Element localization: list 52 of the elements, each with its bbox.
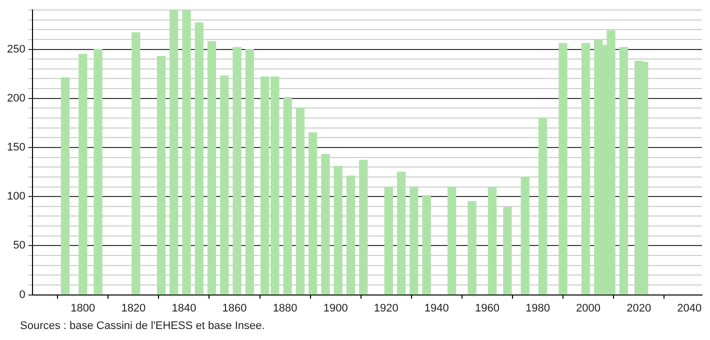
bar bbox=[232, 46, 242, 295]
bar bbox=[220, 75, 229, 295]
bar bbox=[207, 41, 216, 295]
x-tick-label: 1920 bbox=[374, 302, 398, 314]
x-tick-label: 2040 bbox=[677, 302, 702, 314]
bar bbox=[520, 176, 530, 295]
bar bbox=[558, 43, 568, 295]
x-tick-label: 2000 bbox=[576, 302, 601, 314]
bar bbox=[194, 22, 204, 295]
source-note: Sources : base Cassini de l'EHESS et base Insee. bbox=[20, 320, 265, 332]
x-tick-label: 1940 bbox=[424, 302, 449, 314]
bar bbox=[308, 132, 318, 295]
x-tick-label: 1820 bbox=[121, 302, 146, 314]
bar bbox=[538, 118, 548, 295]
bar bbox=[396, 172, 406, 295]
bar bbox=[296, 108, 305, 295]
bar bbox=[78, 54, 88, 295]
x-tick-label: 1900 bbox=[323, 302, 348, 314]
bar bbox=[581, 43, 590, 295]
bar bbox=[448, 186, 456, 295]
bar bbox=[488, 187, 497, 295]
x-tick-label: 1960 bbox=[474, 302, 500, 314]
x-tick-label: 2020 bbox=[626, 302, 652, 314]
y-tick-label: 0 bbox=[19, 288, 26, 301]
y-tick-label: 100 bbox=[6, 190, 26, 203]
x-tick-label: 1800 bbox=[70, 302, 96, 314]
bar bbox=[346, 176, 356, 295]
y-tick-label: 200 bbox=[6, 92, 26, 104]
bar bbox=[334, 166, 342, 295]
bar bbox=[468, 201, 476, 295]
bar bbox=[132, 32, 140, 295]
bar bbox=[245, 48, 254, 295]
y-tick-label: 50 bbox=[13, 240, 26, 252]
y-tick-label: 150 bbox=[6, 142, 26, 154]
bar bbox=[410, 187, 418, 295]
bar bbox=[283, 97, 292, 295]
bar bbox=[156, 56, 166, 295]
bar bbox=[170, 10, 178, 295]
x-tick-label: 1840 bbox=[172, 302, 196, 314]
bar bbox=[94, 48, 102, 295]
bar bbox=[422, 195, 431, 295]
x-tick-label: 1860 bbox=[222, 302, 247, 314]
bar bbox=[619, 46, 628, 295]
bar bbox=[182, 10, 191, 295]
y-tick-label: 250 bbox=[6, 43, 26, 56]
bar bbox=[503, 207, 512, 295]
x-tick-label: 1880 bbox=[272, 302, 298, 314]
bar bbox=[384, 186, 393, 295]
bar bbox=[359, 160, 368, 295]
bar bbox=[321, 154, 330, 295]
bar bbox=[60, 77, 70, 295]
x-tick-label: 1980 bbox=[526, 302, 550, 314]
